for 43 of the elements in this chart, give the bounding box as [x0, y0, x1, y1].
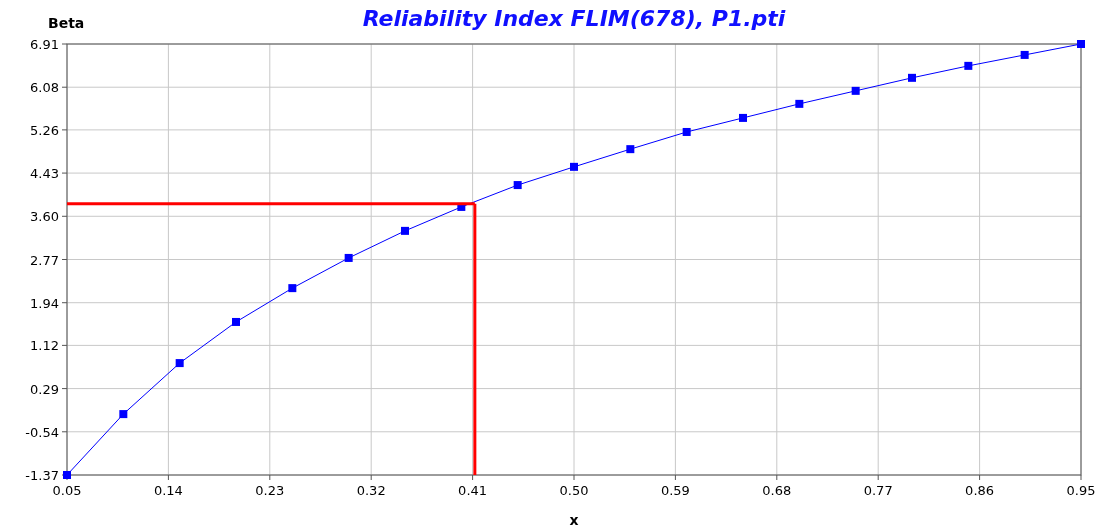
- x-tick-label: 0.14: [153, 483, 183, 498]
- x-tick-label: 0.41: [458, 483, 488, 498]
- point: [119, 410, 128, 419]
- chart-title: Reliability Index FLIM(678), P1.pti: [362, 6, 786, 31]
- point: [344, 253, 353, 262]
- x-tick-label: 0.59: [660, 483, 690, 498]
- y-tick-label: 6.91: [30, 37, 59, 52]
- x-tick-label: 0.32: [356, 483, 386, 498]
- x-tick-label: 0.23: [255, 483, 285, 498]
- x-tick-label: 0.77: [863, 483, 893, 498]
- point: [851, 86, 860, 95]
- point: [288, 284, 297, 293]
- point: [964, 61, 973, 70]
- point: [232, 317, 240, 326]
- point: [739, 113, 747, 122]
- y-tick-label: 6.08: [30, 80, 59, 96]
- point: [1077, 40, 1085, 48]
- point: [908, 73, 916, 82]
- x-tick-label: 0.68: [762, 483, 792, 498]
- point: [175, 359, 184, 368]
- x-tick-label: 0.86: [965, 483, 995, 498]
- y-tick-label: 3.60: [30, 209, 59, 225]
- y-tick-label: 4.43: [30, 166, 59, 182]
- y-tick-label: 5.26: [30, 122, 59, 138]
- y-tick-label: -0.54: [25, 424, 59, 440]
- y-tick-label: 1.12: [30, 338, 59, 354]
- x-tick-label: 0.95: [1066, 483, 1096, 498]
- y-tick-label: -1.37: [25, 468, 59, 483]
- line-series: [63, 40, 1085, 479]
- point: [401, 226, 409, 235]
- point: [795, 99, 804, 108]
- y-tick-label: 0.29: [30, 381, 59, 397]
- y-tick-label: 1.94: [30, 295, 59, 311]
- point: [570, 162, 578, 171]
- point: [1020, 50, 1029, 59]
- y-tick-label: 2.77: [30, 252, 59, 268]
- point: [513, 181, 522, 190]
- x-tick-label: 0.50: [559, 483, 589, 498]
- x-tick-label: 0.05: [52, 483, 82, 498]
- x-axis-title: x: [569, 512, 579, 528]
- point: [626, 145, 635, 154]
- point: [682, 127, 691, 136]
- y-axis-title: Beta: [48, 15, 85, 31]
